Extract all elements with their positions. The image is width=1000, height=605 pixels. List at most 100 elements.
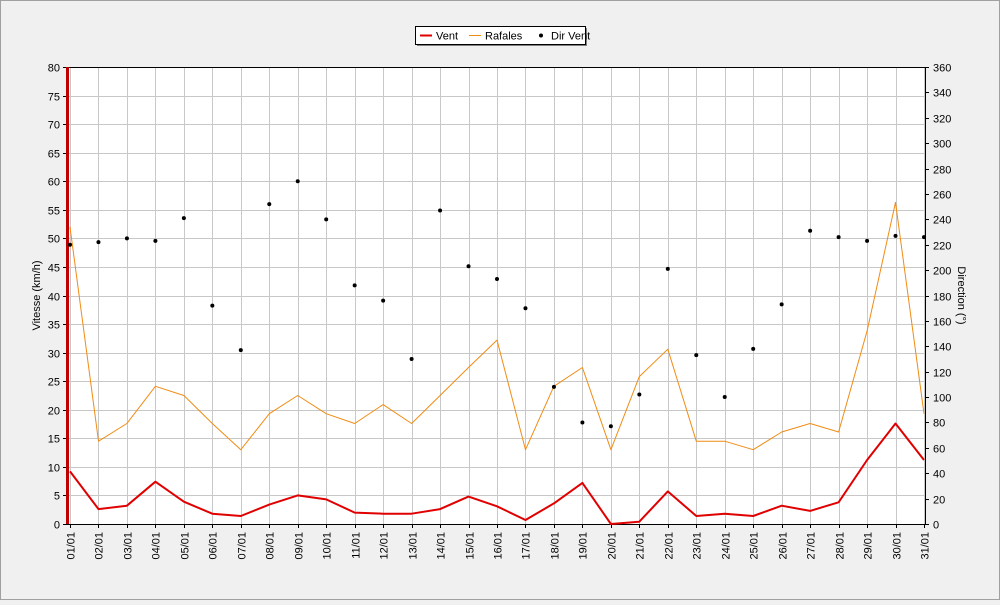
data-point <box>552 385 556 389</box>
y-axis-title: Vitesse (km/h) <box>31 260 43 330</box>
x-tick-label: 03/01 <box>123 532 135 560</box>
data-point <box>666 267 670 271</box>
y-tick-label: 10 <box>48 463 60 475</box>
plot-left-edge <box>66 67 69 524</box>
x-tick-label: 31/01 <box>920 532 932 560</box>
x-tick-label: 27/01 <box>806 532 818 560</box>
data-point <box>239 348 243 352</box>
y2-tick-label: 180 <box>933 292 951 304</box>
y2-tick-label: 260 <box>933 190 951 202</box>
y2-tick-label: 160 <box>933 317 951 329</box>
y-tick-label: 75 <box>48 92 60 104</box>
data-point <box>865 239 869 243</box>
y2-tick-label: 120 <box>933 368 951 380</box>
y2-tick-label: 80 <box>933 418 945 430</box>
x-tick-label: 08/01 <box>265 532 277 560</box>
x-tick-label: 21/01 <box>635 532 647 560</box>
x-tick-label: 17/01 <box>521 532 533 560</box>
data-point <box>922 235 926 239</box>
data-point <box>808 229 812 233</box>
x-tick-label: 23/01 <box>692 532 704 560</box>
x-tick-label: 20/01 <box>607 532 619 560</box>
y-tick-label: 30 <box>48 349 60 361</box>
data-point <box>523 306 527 310</box>
y2-tick-label: 100 <box>933 393 951 405</box>
data-point <box>68 243 72 247</box>
legend-label: Rafales <box>485 31 523 43</box>
y2-tick-label: 200 <box>933 266 951 278</box>
x-tick-label: 19/01 <box>578 532 590 560</box>
data-point <box>751 347 755 351</box>
x-tick-label: 15/01 <box>465 532 477 560</box>
y-tick-label: 70 <box>48 120 60 132</box>
y2-tick-label: 300 <box>933 139 951 151</box>
x-tick-label: 07/01 <box>237 532 249 560</box>
x-tick-label: 29/01 <box>863 532 875 560</box>
data-point <box>153 239 157 243</box>
data-point <box>96 240 100 244</box>
y-tick-label: 35 <box>48 320 60 332</box>
y2-tick-label: 340 <box>933 88 951 100</box>
y-tick-label: 55 <box>48 206 60 218</box>
x-tick-label: 05/01 <box>180 532 192 560</box>
y-tick-label: 40 <box>48 292 60 304</box>
data-point <box>780 302 784 306</box>
data-point <box>353 283 357 287</box>
x-tick-label: 09/01 <box>294 532 306 560</box>
x-tick-label: 30/01 <box>892 532 904 560</box>
data-point <box>267 202 271 206</box>
x-tick-label: 25/01 <box>749 532 761 560</box>
y-tick-label: 80 <box>48 63 60 75</box>
x-tick-label: 10/01 <box>322 532 334 560</box>
legend-label: Dir Vent <box>551 31 590 43</box>
x-tick-label: 12/01 <box>379 532 391 560</box>
data-point <box>837 235 841 239</box>
y-tick-label: 20 <box>48 406 60 418</box>
x-tick-label: 26/01 <box>778 532 790 560</box>
data-point <box>580 420 584 424</box>
grid <box>67 67 925 525</box>
legend-label: Vent <box>436 31 458 43</box>
x-tick-label: 13/01 <box>408 532 420 560</box>
y2-axis-title: Direction (°) <box>955 266 967 324</box>
data-point <box>637 393 641 397</box>
plot-area <box>67 67 925 524</box>
data-point <box>182 216 186 220</box>
x-tick-label: 04/01 <box>151 532 163 560</box>
data-point <box>438 208 442 212</box>
x-tick-label: 18/01 <box>550 532 562 560</box>
data-point <box>894 234 898 238</box>
data-point <box>296 179 300 183</box>
y2-tick-label: 220 <box>933 241 951 253</box>
y2-tick-label: 20 <box>933 495 945 507</box>
y-tick-label: 50 <box>48 234 60 246</box>
y2-tick-label: 280 <box>933 165 951 177</box>
y-tick-label: 65 <box>48 149 60 161</box>
data-point <box>381 299 385 303</box>
x-tick-label: 24/01 <box>721 532 733 560</box>
data-point <box>495 277 499 281</box>
y2-tick-label: 320 <box>933 114 951 126</box>
y2-tick-label: 40 <box>933 469 945 481</box>
data-point <box>125 236 129 240</box>
y-tick-label: 5 <box>54 491 60 503</box>
y2-tick-label: 60 <box>933 444 945 456</box>
x-tick-label: 06/01 <box>208 532 220 560</box>
y2-tick-label: 0 <box>933 520 939 532</box>
x-tick-label: 14/01 <box>436 532 448 560</box>
x-tick-label: 01/01 <box>66 532 78 560</box>
y2-tick-label: 360 <box>933 63 951 75</box>
x-tick-label: 28/01 <box>835 532 847 560</box>
data-point <box>467 264 471 268</box>
legend: Vent Rafales Dir Vent <box>416 27 591 47</box>
data-point <box>694 353 698 357</box>
y2-tick-label: 240 <box>933 215 951 227</box>
y2-tick-label: 140 <box>933 342 951 354</box>
data-point <box>410 357 414 361</box>
data-point <box>609 424 613 428</box>
y-tick-label: 0 <box>54 520 60 532</box>
x-tick-label: 16/01 <box>493 532 505 560</box>
y-tick-label: 45 <box>48 263 60 275</box>
